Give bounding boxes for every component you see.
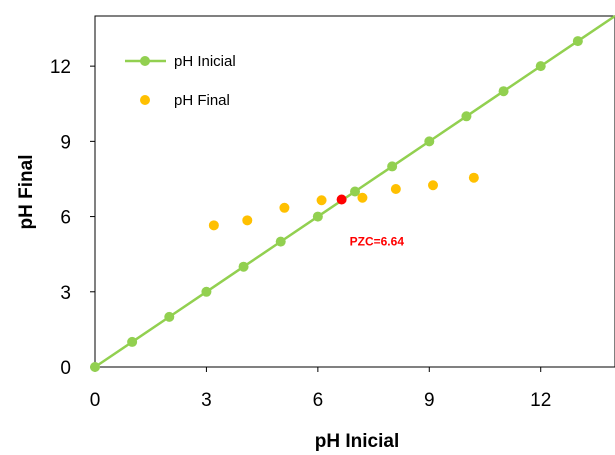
pzc-point <box>336 194 347 205</box>
y-tick-label: 9 <box>60 132 71 153</box>
x-tick-label: 9 <box>424 390 435 411</box>
data-point <box>312 211 323 222</box>
y-axis-title: pH Final <box>16 155 37 230</box>
data-point <box>127 336 138 347</box>
y-tick-label: 12 <box>50 57 71 78</box>
data-point <box>461 111 472 122</box>
data-point <box>572 36 583 47</box>
x-tick-label: 12 <box>530 390 551 411</box>
data-point <box>201 286 212 297</box>
data-point <box>390 183 401 194</box>
x-tick-label: 6 <box>313 390 324 411</box>
data-point <box>164 311 175 322</box>
data-point <box>428 180 438 191</box>
data-point <box>424 136 435 147</box>
data-point <box>275 236 286 247</box>
y-tick-label: 0 <box>60 358 71 379</box>
legend-marker <box>140 56 150 66</box>
data-point <box>350 186 360 197</box>
data-point <box>535 61 546 72</box>
data-point <box>208 220 219 231</box>
data-point <box>90 362 100 372</box>
legend-label: pH Inicial <box>174 53 236 70</box>
data-point <box>238 261 249 272</box>
pzc-label: PZC=6.64 <box>350 235 405 249</box>
data-point <box>387 161 398 172</box>
data-point <box>242 215 253 226</box>
y-tick-label: 6 <box>60 208 71 229</box>
x-tick-label: 0 <box>90 390 101 411</box>
legend-label: pH Final <box>174 92 230 109</box>
x-axis-title: pH Inicial <box>315 431 399 452</box>
data-point <box>279 202 290 213</box>
y-tick-label: 3 <box>60 283 71 304</box>
data-point <box>468 172 479 183</box>
x-tick-label: 3 <box>201 390 212 411</box>
data-point <box>357 192 368 203</box>
legend-marker <box>140 95 150 105</box>
data-point <box>316 195 327 206</box>
data-point <box>498 86 509 97</box>
